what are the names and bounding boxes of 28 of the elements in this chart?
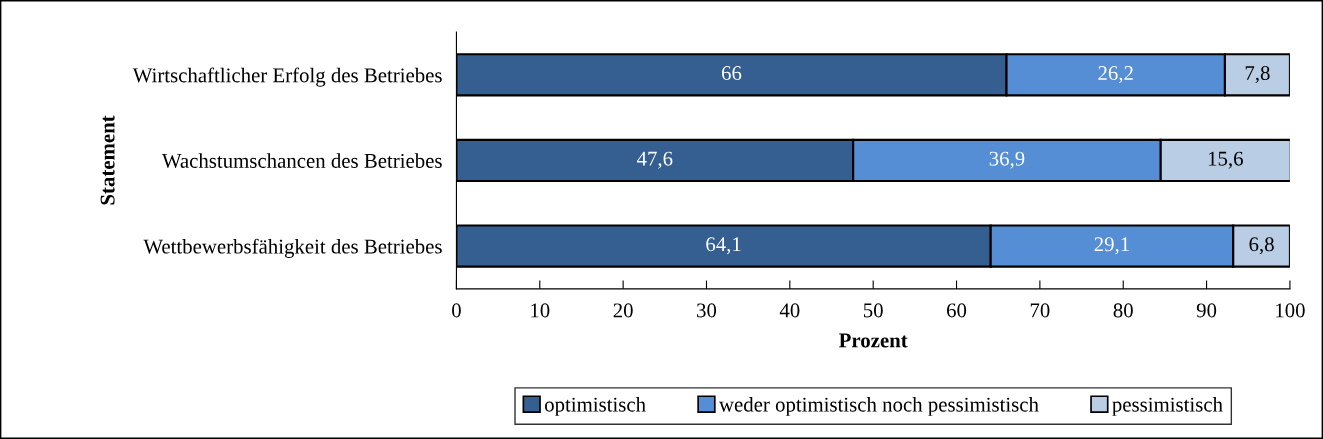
y-axis-title: Statement [100,115,115,205]
y-tick-label: Wirtschaftlicher Erfolg des Betriebes [132,67,442,87]
data-label: 7,8 [1245,66,1270,84]
legend-label: pessimistisch [1112,396,1223,416]
data-label: 29,1 [1094,237,1129,255]
x-tick-label: 40 [779,303,800,318]
data-label: 47,6 [636,151,673,169]
x-tick-label: 80 [1113,303,1133,318]
x-tick-label: 50 [863,303,883,318]
data-label: 15,6 [1208,151,1243,169]
x-tick-label: 10 [531,303,550,318]
x-tick-label: 100 [1276,303,1305,318]
x-tick-label: 30 [697,303,717,318]
x-tick-label: 60 [947,303,967,318]
x-tick-label: 90 [1196,303,1217,318]
x-tick-label: 20 [613,303,633,318]
legend-label: optimistisch [544,396,646,416]
x-tick-label: 0 [452,303,461,318]
data-label: 64,1 [706,237,741,255]
y-tick-label: Wachstumschancen des Betriebes [161,153,442,168]
y-tick-label: Wettbewerbsfähigkeit des Betriebes [143,238,442,258]
data-label: 6,8 [1249,237,1274,255]
legend-label: weder optimistisch noch pessimistisch [718,396,1039,416]
data-label: 36,9 [989,151,1025,169]
data-label: 26,2 [1098,66,1133,84]
x-axis-title: Prozent [839,333,908,348]
data-label: 66 [721,66,742,81]
x-tick-label: 70 [1030,303,1050,318]
